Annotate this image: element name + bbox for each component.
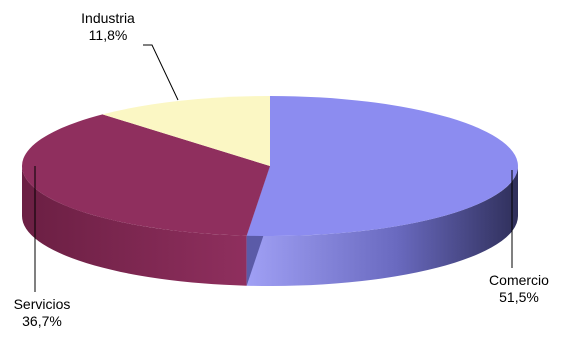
slice-servicios <box>21 114 270 236</box>
slice-industria <box>102 96 271 166</box>
label-industria: Industria 11,8% <box>81 10 135 43</box>
label-comercio: Comercio 51,5% <box>489 272 549 305</box>
slice-side-comercio <box>246 166 518 287</box>
label-servicios: Servicios 36,7% <box>14 296 71 329</box>
leader-line-industria <box>143 44 179 101</box>
slice-comercio <box>246 96 518 236</box>
slice-side-servicios <box>22 166 247 286</box>
